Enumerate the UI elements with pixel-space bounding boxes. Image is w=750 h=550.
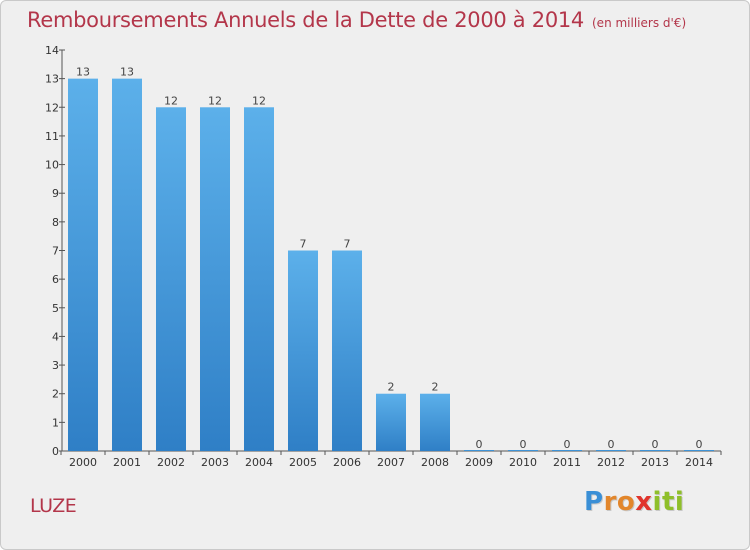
commune-name: LUZE [30, 495, 77, 517]
data-label: 12 [208, 94, 222, 107]
bar [464, 450, 494, 451]
y-tick-label: 14 [45, 44, 59, 57]
x-tick-label: 2014 [685, 456, 713, 469]
x-tick-label: 2009 [465, 456, 493, 469]
bar [640, 450, 670, 451]
logo-letter: o [616, 487, 636, 517]
y-tick-label: 0 [52, 445, 59, 458]
data-label: 7 [344, 238, 351, 251]
logo-letter: i [674, 487, 685, 517]
data-label: 12 [164, 94, 178, 107]
x-tick-label: 2011 [553, 456, 581, 469]
data-labels: 13 13 12 12 12 7 7 2 2 0 0 0 0 0 0 [76, 66, 703, 451]
bars [68, 78, 714, 452]
data-label: 13 [120, 66, 134, 79]
bar [332, 250, 362, 451]
proxiti-logo[interactable]: Proxiti [584, 487, 684, 517]
bar [200, 107, 230, 452]
bar [376, 393, 406, 451]
x-tick-label: 2012 [597, 456, 625, 469]
bar [420, 393, 450, 451]
bar [684, 450, 714, 451]
x-tick-label: 2001 [113, 456, 141, 469]
data-label: 0 [520, 438, 527, 451]
y-tick-label: 13 [45, 73, 59, 86]
logo-letter: i [652, 487, 662, 517]
x-tick-label: 2010 [509, 456, 537, 469]
data-label: 2 [432, 381, 439, 394]
logo-letter: P [584, 487, 604, 517]
bar [244, 107, 274, 452]
x-tick-label: 2002 [157, 456, 185, 469]
bar [596, 450, 626, 451]
bar [552, 450, 582, 451]
data-label: 0 [696, 438, 703, 451]
chart-subtitle: (en milliers d'€) [592, 16, 687, 30]
y-tick-label: 10 [45, 159, 59, 172]
data-label: 0 [652, 438, 659, 451]
x-axis: 2000 2001 2002 2003 2004 2005 2006 2007 2008 2009… [60, 450, 722, 469]
logo-letter: t [661, 487, 675, 517]
y-tick-label: 7 [52, 245, 59, 258]
x-tick-label: 2013 [641, 456, 669, 469]
logo-letter: x [635, 487, 653, 517]
data-label: 0 [476, 438, 483, 451]
y-tick-label: 8 [52, 216, 59, 229]
x-tick-label: 2000 [69, 456, 97, 469]
y-tick-label: 1 [52, 416, 59, 429]
bar [288, 250, 318, 451]
y-tick-label: 9 [52, 187, 59, 200]
x-tick-label: 2005 [289, 456, 317, 469]
data-label: 0 [608, 438, 615, 451]
data-label: 0 [564, 438, 571, 451]
y-tick-label: 5 [52, 302, 59, 315]
x-tick-label: 2007 [377, 456, 405, 469]
data-label: 7 [300, 238, 307, 251]
y-tick-label: 12 [45, 101, 59, 114]
logo-letter: r [603, 487, 617, 517]
bar [156, 107, 186, 452]
x-tick-label: 2004 [245, 456, 273, 469]
bar [508, 450, 538, 451]
x-tick-label: 2003 [201, 456, 229, 469]
y-tick-label: 3 [52, 359, 59, 372]
title-row: Remboursements Annuels de la Dette de 20… [27, 8, 686, 32]
y-tick-label: 4 [52, 330, 59, 343]
x-tick-label: 2006 [333, 456, 361, 469]
chart-title: Remboursements Annuels de la Dette de 20… [27, 8, 584, 32]
y-tick-label: 6 [52, 273, 59, 286]
data-label: 13 [76, 66, 90, 79]
bar [68, 78, 98, 452]
bar [112, 78, 142, 452]
x-tick-label: 2008 [421, 456, 449, 469]
y-tick-label: 2 [52, 388, 59, 401]
data-label: 12 [252, 94, 266, 107]
data-label: 2 [388, 381, 395, 394]
y-tick-label: 11 [45, 130, 59, 143]
